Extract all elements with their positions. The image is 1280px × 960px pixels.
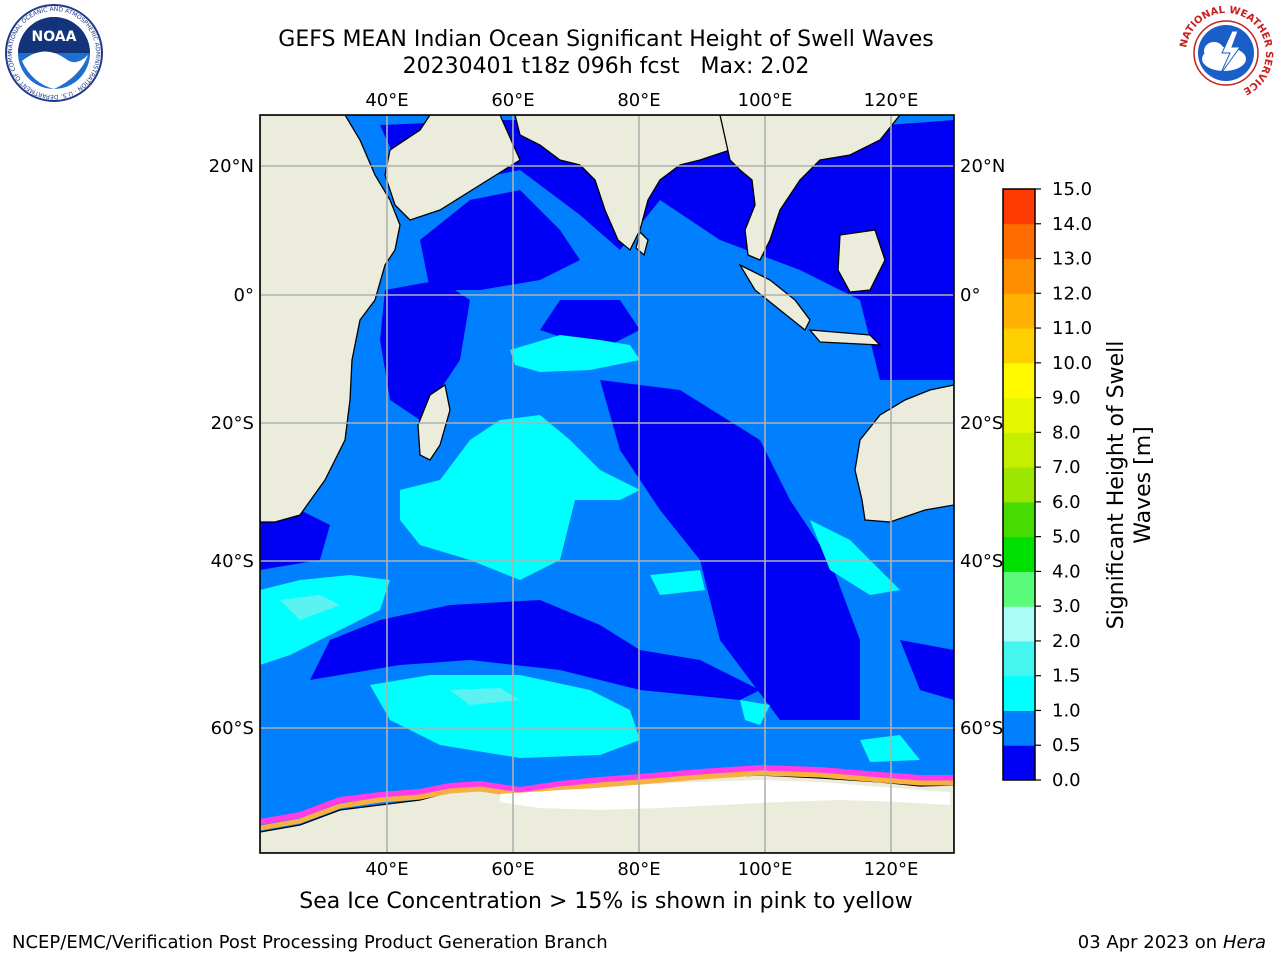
colorbar-bin <box>1003 189 1035 225</box>
colorbar-bin <box>1003 467 1035 503</box>
colorbar-bin <box>1003 745 1035 781</box>
lon-tick-top: 120°E <box>864 90 919 111</box>
colorbar-tick-label: 11.0 <box>1052 318 1092 339</box>
noaa-logo: NOAA NATIONAL OCEANIC AND ATMOSPHERIC AD… <box>4 3 103 102</box>
colorbar-label-line1: Significant Height of Swell <box>1104 341 1129 630</box>
colorbar-tick-label: 12.0 <box>1052 283 1092 304</box>
footer-credit: NCEP/EMC/Verification Post Processing Pr… <box>12 932 608 953</box>
colorbar-tick-label: 5.0 <box>1052 527 1081 548</box>
colorbar-bin <box>1003 293 1035 329</box>
colorbar-tick-label: 1.5 <box>1052 666 1081 687</box>
lon-tick-top: 60°E <box>491 90 534 111</box>
land-sumatra <box>738 263 811 332</box>
lon-tick-top: 40°E <box>365 90 408 111</box>
lon-tick-bottom: 80°E <box>617 859 660 880</box>
colorbar-bin <box>1003 640 1035 677</box>
land-java <box>808 329 882 346</box>
colorbar-tick-label: 0.5 <box>1052 735 1081 756</box>
land-australia <box>854 384 954 523</box>
map-frame <box>259 114 955 854</box>
colorbar-bin <box>1003 223 1035 260</box>
footer-date: 03 Apr 2023 on Hera <box>1078 932 1266 953</box>
lon-tick-bottom: 100°E <box>738 859 793 880</box>
colorbar-bin <box>1003 397 1035 433</box>
colorbar-tick-label: 7.0 <box>1052 457 1081 478</box>
colorbar-bin <box>1003 536 1035 572</box>
colorbar-tick-labels: 0.0 0.5 1.0 1.5 2.0 3.0 4.0 5.0 6.0 7.0 8.0 9.0 10.0… <box>1052 179 1092 791</box>
colorbar-tick-label: 6.0 <box>1052 492 1081 513</box>
map-grid <box>260 115 954 853</box>
colorbar-tick-label: 0.0 <box>1052 770 1081 791</box>
colorbar-bin <box>1003 571 1035 607</box>
colorbar-frame <box>1002 188 1036 781</box>
sea-ice-edge <box>260 764 954 831</box>
land-india <box>514 115 731 252</box>
land-borneo <box>837 229 886 293</box>
colorbar-bin <box>1003 606 1035 642</box>
lat-tick-left: 40°S <box>211 551 254 572</box>
svg-text:NOAA: NOAA <box>32 29 77 45</box>
swell-high-regions <box>260 335 920 762</box>
colorbar-bin <box>1003 432 1035 468</box>
colorbar-tick-label: 13.0 <box>1052 249 1092 270</box>
colorbar-tick-label: 10.0 <box>1052 353 1092 374</box>
colorbar-bin <box>1003 258 1035 294</box>
lat-tick-left: 20°N <box>209 156 254 177</box>
lat-tick-right: 40°S <box>960 551 1003 572</box>
colorbar-tick-label: 3.0 <box>1052 596 1081 617</box>
colorbar-label-line2: Waves [m] <box>1131 426 1156 543</box>
colorbar-tick-label: 8.0 <box>1052 422 1081 443</box>
map-area <box>260 115 954 853</box>
colorbar-tick-label: 9.0 <box>1052 388 1081 409</box>
colorbar-tick-label: 14.0 <box>1052 214 1092 235</box>
footer-date-text: 03 Apr 2023 on <box>1077 932 1218 953</box>
colorbar-tick-label: 15.0 <box>1052 179 1092 200</box>
colorbar-tick-label: 2.0 <box>1052 631 1081 652</box>
lat-tick-left: 60°S <box>211 718 254 739</box>
colorbar <box>1002 188 1041 781</box>
colorbar-tick-label: 4.0 <box>1052 561 1081 582</box>
footer-host: Hera <box>1222 932 1266 953</box>
colorbar-bin <box>1003 328 1035 364</box>
lon-tick-bottom: 120°E <box>864 859 919 880</box>
nws-logo: NATIONAL WEATHER SERVICE <box>1178 5 1274 101</box>
lon-tick-top: 80°E <box>617 90 660 111</box>
lat-tick-left: 20°S <box>211 413 254 434</box>
swell-higher-regions <box>280 595 520 705</box>
land-africa <box>260 115 401 523</box>
lon-tick-bottom: 60°E <box>491 859 534 880</box>
colorbar-bin <box>1003 501 1035 538</box>
lon-tick-bottom: 40°E <box>365 859 408 880</box>
colorbar-bin <box>1003 710 1035 746</box>
lon-tick-top: 100°E <box>738 90 793 111</box>
chart-subtitle: 20230401 t18z 096h fcst Max: 2.02 <box>402 54 810 79</box>
lat-tick-right: 0° <box>960 285 980 306</box>
sea-ice-caption: Sea Ice Concentration > 15% is shown in … <box>299 889 913 914</box>
lat-tick-right: 20°S <box>960 413 1003 434</box>
lat-tick-right: 60°S <box>960 718 1003 739</box>
lat-tick-left: 0° <box>234 285 254 306</box>
axis-labels: 40°E 60°E 80°E 100°E 120°E 40°E 60°E 80°… <box>209 90 1006 880</box>
colorbar-bin <box>1003 675 1035 711</box>
lat-tick-right: 20°N <box>960 156 1005 177</box>
swell-low-regions <box>260 120 954 720</box>
colorbar-bin <box>1003 362 1035 399</box>
colorbar-tick-label: 1.0 <box>1052 700 1081 721</box>
chart-title: GEFS MEAN Indian Ocean Significant Heigh… <box>278 27 934 52</box>
